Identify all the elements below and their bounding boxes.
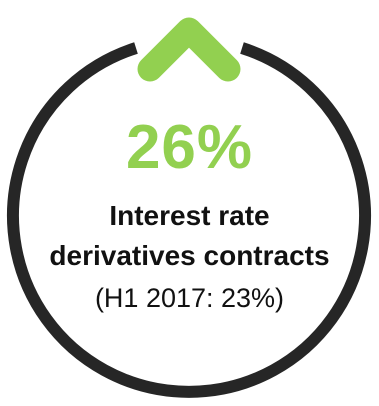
stat-value: 26% <box>125 113 254 182</box>
stat-label-line-2: derivatives contracts <box>49 240 330 271</box>
ring-arc <box>7 42 371 398</box>
stat-label-line-1: Interest rate <box>109 200 270 231</box>
stat-content: 26% Interest rate derivatives contracts … <box>0 114 379 316</box>
chevron-up-icon <box>137 17 241 82</box>
stat-label: Interest rate derivatives contracts <box>0 196 379 276</box>
stat-comparison: (H1 2017: 23%) <box>94 283 285 313</box>
